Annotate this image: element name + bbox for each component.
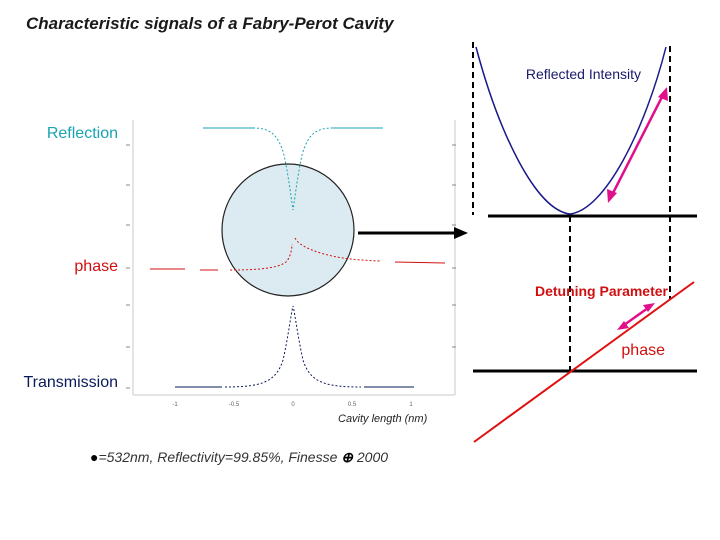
x-tick-label: 0: [291, 402, 295, 408]
x-axis-label: Cavity length (nm): [338, 413, 428, 425]
reflection-label: Reflection: [46, 125, 118, 142]
approx-symbol: ⊕: [341, 449, 353, 465]
x-tick-label: -0.5: [229, 402, 240, 408]
reflected-intensity-label: Reflected Intensity: [525, 66, 641, 82]
intensity-tangent-arrow: [607, 87, 668, 203]
reflection-curve: [203, 127, 383, 211]
zoom-arrow: [358, 227, 468, 239]
phase-label-right: phase: [621, 342, 665, 359]
phase-slope-line: [473, 281, 695, 443]
x-tick-label: 0.5: [348, 402, 357, 408]
x-tick-label: 1: [409, 402, 413, 408]
finesse-value: 2000: [356, 449, 389, 465]
phase-label: phase: [74, 258, 118, 275]
x-tick-labels: -1 -0.5 0 0.5 1: [172, 402, 413, 408]
page-title: Characteristic signals of a Fabry-Perot …: [26, 14, 394, 33]
zoom-circle: [221, 163, 355, 297]
detuning-parameter-label: Detuning Parameter: [534, 283, 668, 299]
x-tick-label: -1: [172, 402, 178, 408]
parameters-caption: ●=532nm, Reflectivity=99.85%, Finesse ⊕ …: [90, 449, 388, 466]
transmission-curve: [175, 305, 414, 388]
left-plot-y-ticks: [126, 144, 130, 389]
transmission-label: Transmission: [23, 374, 118, 391]
phase-tangent-arrow: [617, 303, 655, 330]
wavelength-symbol: ●: [90, 449, 99, 465]
reflected-intensity-curve: [475, 46, 667, 215]
phase-curve: [150, 237, 446, 271]
left-plot-right-ticks: [452, 144, 456, 348]
parameters-text: =532nm, Reflectivity=99.85%, Finesse: [98, 449, 338, 465]
